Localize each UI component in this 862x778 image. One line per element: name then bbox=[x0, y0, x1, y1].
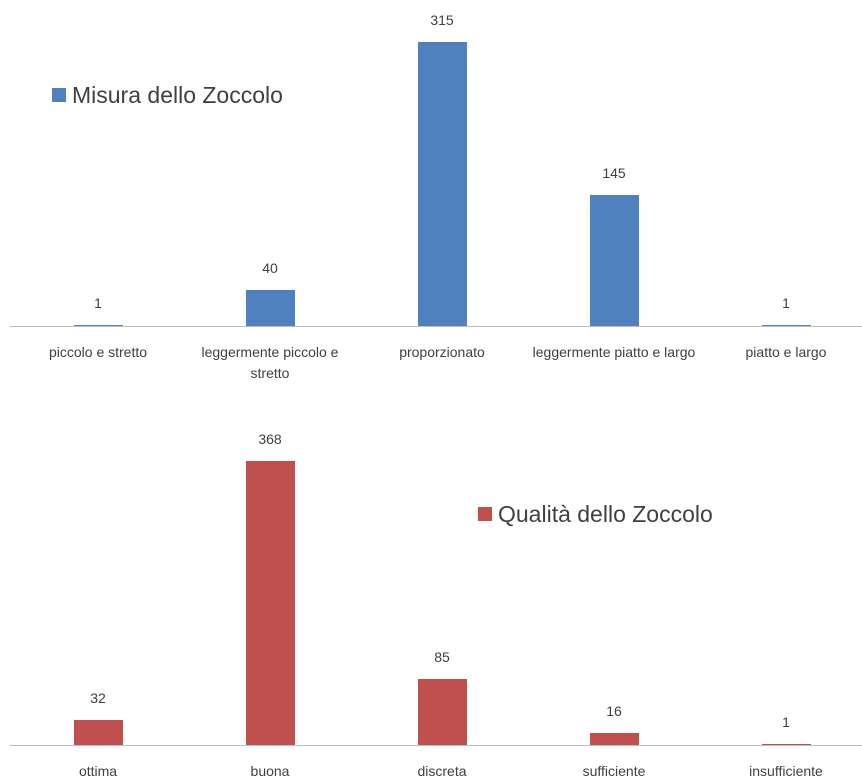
x-tick-label: insufficiente bbox=[749, 763, 823, 778]
bar bbox=[761, 325, 811, 326]
x-tick-label: piccolo e stretto bbox=[48, 344, 148, 360]
x-tick-label: buona bbox=[250, 763, 290, 778]
x-tick-label: proporzionato bbox=[399, 344, 485, 360]
x-tick-label: ottima bbox=[78, 763, 118, 778]
legend-swatch bbox=[52, 88, 66, 102]
bar bbox=[589, 195, 639, 326]
data-label: 368 bbox=[258, 431, 282, 447]
chart: 32 368 85 16 1 Qualità dello Zoccolo ottima buo… bbox=[0, 419, 862, 778]
data-label: 40 bbox=[262, 259, 278, 276]
x-tick-label: discreta bbox=[417, 763, 467, 778]
bar bbox=[73, 720, 123, 745]
data-label: 85 bbox=[434, 649, 450, 666]
x-tick-label: piatto e largo bbox=[745, 344, 827, 360]
bar bbox=[761, 744, 811, 745]
legend-label: Qualità dello Zoccolo bbox=[498, 501, 713, 527]
bar bbox=[245, 461, 295, 745]
bar bbox=[73, 325, 123, 326]
data-label: 315 bbox=[430, 12, 454, 28]
legend-swatch bbox=[478, 507, 492, 521]
data-label: 1 bbox=[94, 295, 102, 312]
data-label: 16 bbox=[606, 702, 622, 719]
chart: 1 40 315 145 1 Misura dello Zoccolo piccolo e … bbox=[10, 12, 862, 381]
x-axis bbox=[10, 326, 862, 327]
bar bbox=[245, 289, 295, 326]
x-tick-label: sufficiente bbox=[582, 763, 646, 778]
data-label: 1 bbox=[782, 714, 790, 731]
legend-label: Misura dello Zoccolo bbox=[72, 82, 283, 108]
bar bbox=[417, 42, 467, 326]
bar bbox=[417, 679, 467, 745]
x-tick-label: leggermente piatto e largo bbox=[532, 344, 696, 360]
x-axis bbox=[10, 745, 862, 746]
x-tick-label: leggermente piccolo e stretto bbox=[201, 344, 339, 381]
data-label: 32 bbox=[90, 690, 106, 707]
data-label: 145 bbox=[602, 165, 626, 182]
data-label: 1 bbox=[782, 295, 790, 312]
bar bbox=[589, 732, 639, 745]
